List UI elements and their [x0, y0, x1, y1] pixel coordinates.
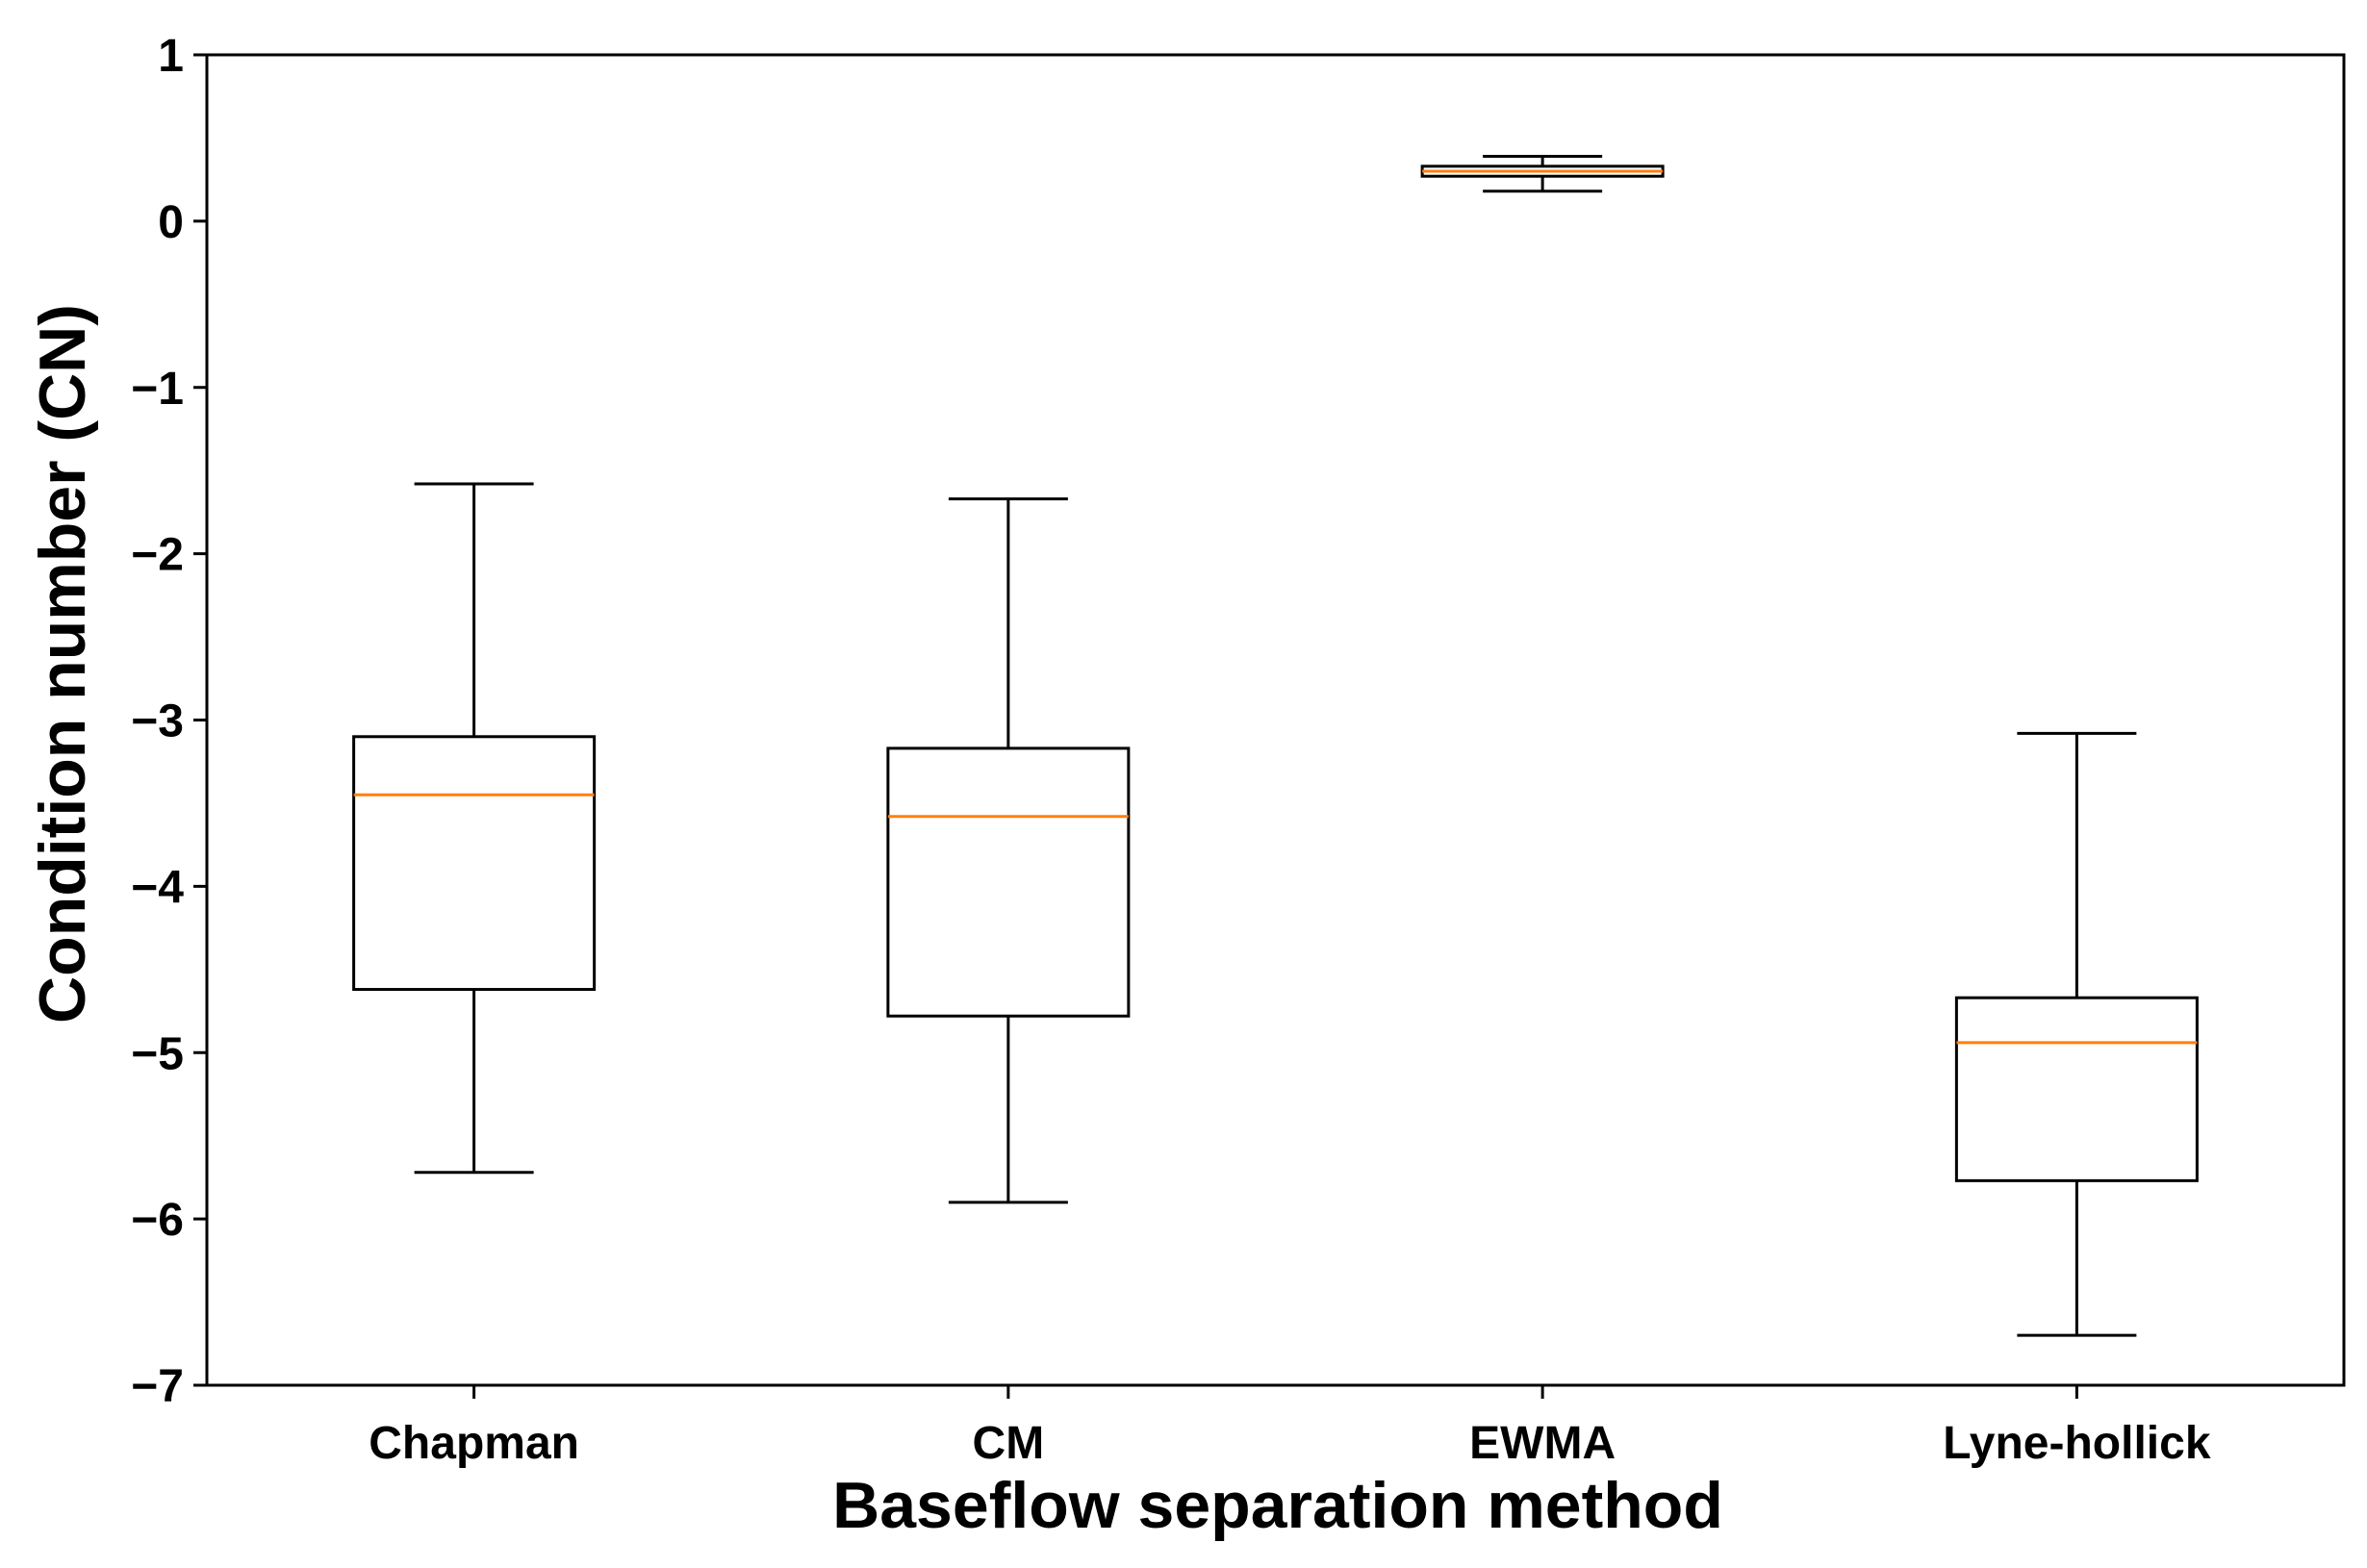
y-tick-label: −7 [131, 1361, 184, 1412]
box-cm [886, 497, 1131, 1204]
y-tick-label: −2 [131, 530, 184, 581]
y-tick-label: 1 [158, 31, 184, 82]
box-ewma [1420, 154, 1665, 193]
x-tick-label: Chapman [369, 1418, 579, 1469]
x-tick-label: CM [973, 1418, 1045, 1469]
box-lyne-hollick [1954, 731, 2199, 1337]
iqr-box [1954, 996, 2199, 1182]
y-tick-label: −4 [131, 862, 184, 913]
box-chapman [352, 482, 597, 1175]
y-axis-title: Condition number (CN) [26, 304, 99, 1024]
y-tick-label: −1 [131, 364, 184, 415]
x-tick-label: EWMA [1469, 1418, 1616, 1469]
y-axis: 1 0 −1 −2 −3 −4 −5 −6 −7 [131, 31, 207, 1412]
iqr-box [886, 746, 1131, 1018]
y-tick-label: −6 [131, 1195, 184, 1246]
y-tick-label: −5 [131, 1028, 184, 1079]
x-axis-title: Baseflow separation method [832, 1469, 1723, 1542]
plot-frame [205, 53, 2346, 1387]
x-axis: Chapman CM EWMA Lyne-hollick [369, 1385, 2211, 1469]
x-tick-label: Lyne-hollick [1943, 1418, 2211, 1469]
iqr-box [352, 735, 597, 992]
y-tick-label: 0 [158, 197, 184, 248]
boxes [352, 154, 2199, 1337]
plot-area [205, 53, 2346, 1387]
y-tick-label: −3 [131, 696, 184, 747]
